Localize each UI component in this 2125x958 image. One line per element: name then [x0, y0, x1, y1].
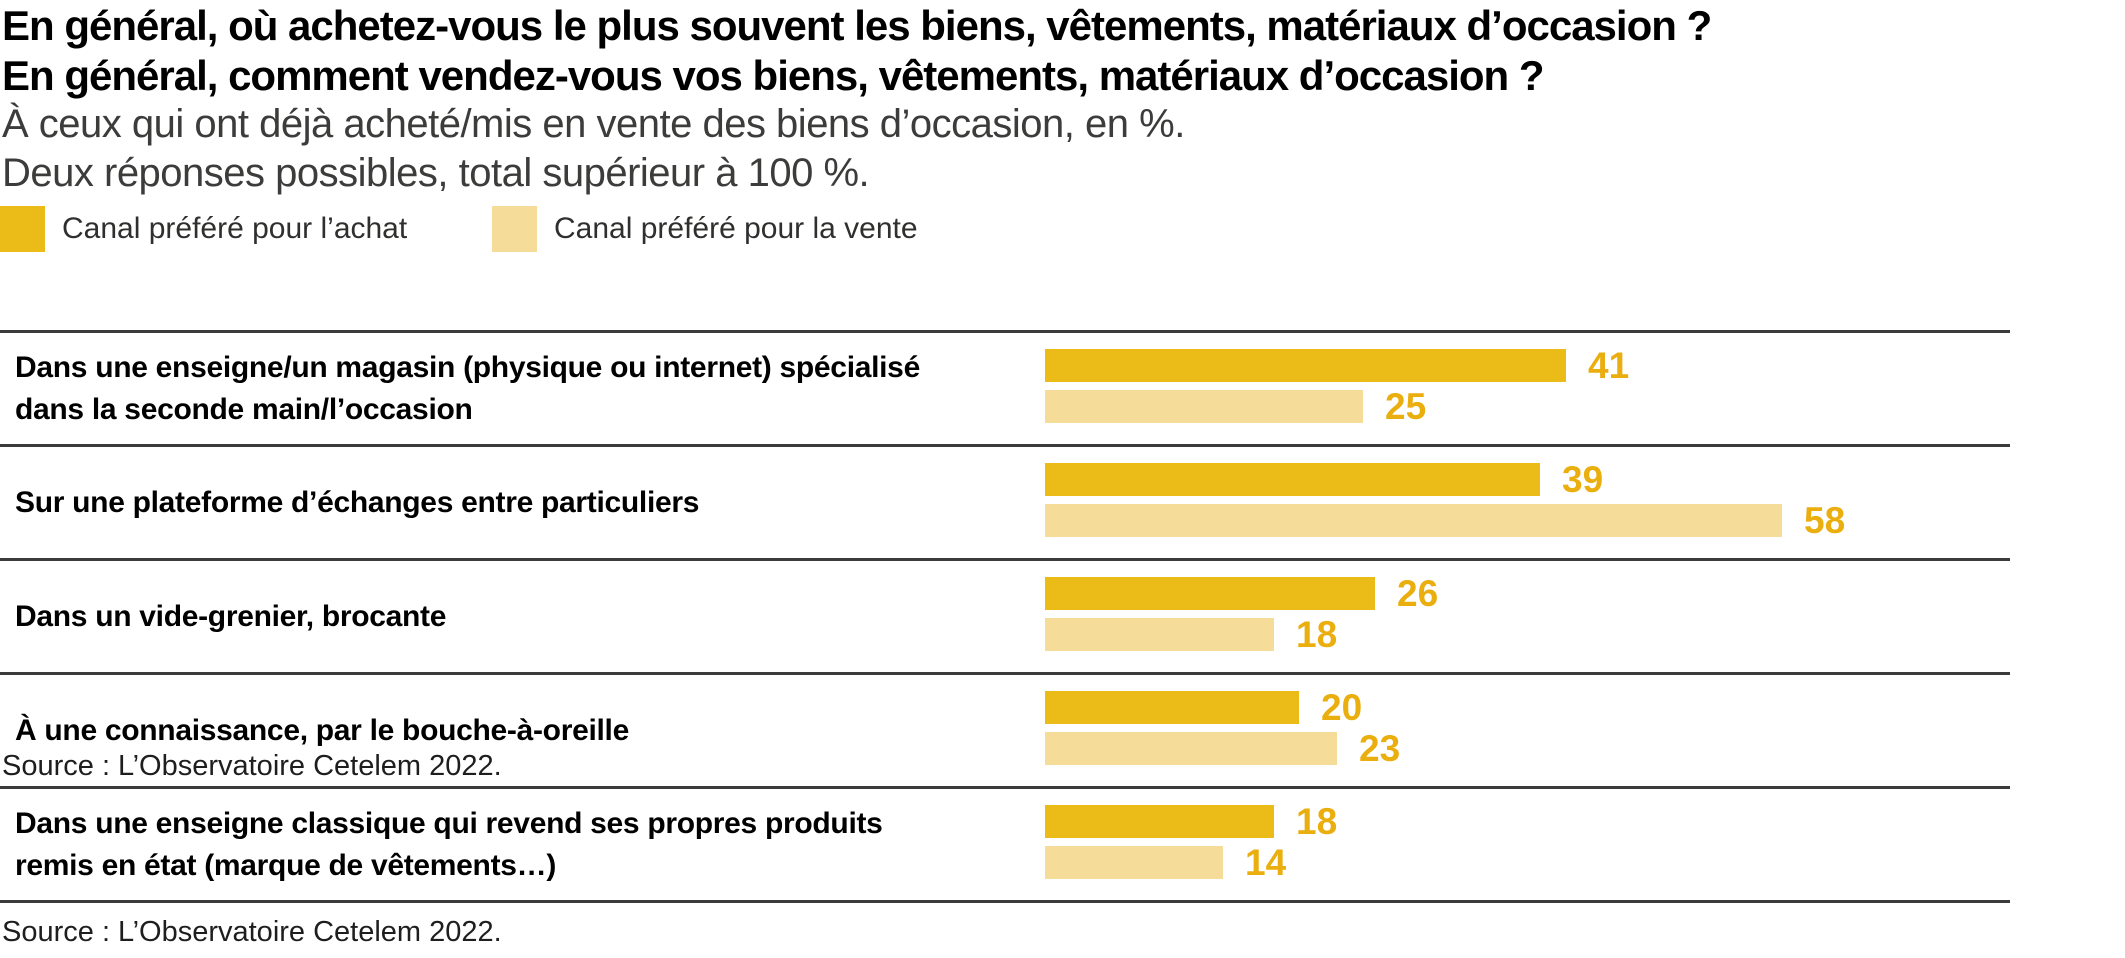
- legend-swatch-vente: [492, 206, 537, 252]
- value-label-achat: 39: [1562, 459, 1604, 500]
- chart-row: À une connaissance, par le bouche-à-orei…: [0, 672, 2010, 786]
- chart-subtitle-line1: À ceux qui ont déjà acheté/mis en vente …: [2, 102, 1185, 146]
- bar-achat: [1045, 463, 1540, 496]
- chart-title-line2: En général, comment vendez-vous vos bien…: [2, 52, 1545, 99]
- chart-row: Dans une enseigne classique qui revend s…: [0, 786, 2010, 900]
- value-label-vente: 18: [1296, 614, 1338, 655]
- bar-achat: [1045, 805, 1274, 838]
- value-label-vente: 58: [1804, 500, 1846, 541]
- bar-vente: [1045, 846, 1223, 879]
- legend-label-vente: Canal préféré pour la vente: [554, 212, 918, 245]
- bar-vente: [1045, 390, 1363, 423]
- row-label: Sur une plateforme d’échanges entre part…: [15, 485, 700, 519]
- chart-subtitle-line2: Deux réponses possibles, total supérieur…: [2, 151, 870, 195]
- chart-row: Sur une plateforme d’échanges entre part…: [0, 444, 2010, 558]
- bar-vente: [1045, 618, 1274, 651]
- legend-swatch-achat: [0, 206, 45, 252]
- legend-label-achat: Canal préféré pour l’achat: [62, 212, 408, 245]
- bar-achat: [1045, 691, 1299, 724]
- value-label-vente: 14: [1245, 842, 1287, 883]
- source-note-inline: Source : L’Observatoire Cetelem 2022.: [2, 750, 502, 782]
- value-label-achat: 18: [1296, 801, 1338, 842]
- chart-title-line1: En général, où achetez-vous le plus souv…: [2, 2, 1712, 49]
- value-label-achat: 41: [1588, 345, 1630, 386]
- value-label-achat: 20: [1321, 687, 1363, 728]
- row-label: À une connaissance, par le bouche-à-orei…: [15, 713, 629, 747]
- legend-item-vente: Canal préféré pour la vente: [492, 206, 918, 252]
- value-label-vente: 23: [1359, 728, 1401, 769]
- bottom-separator-line: [0, 900, 2010, 903]
- chart-row: Dans une enseigne/un magasin (physique o…: [0, 330, 2010, 444]
- legend-item-achat: Canal préféré pour l’achat: [0, 206, 407, 252]
- row-label: Dans un vide-grenier, brocante: [15, 599, 447, 633]
- bar-achat: [1045, 577, 1375, 610]
- row-label: Dans une enseigne classique qui revend s…: [15, 806, 883, 882]
- value-label-achat: 26: [1397, 573, 1439, 614]
- bar-vente: [1045, 504, 1782, 537]
- value-label-vente: 25: [1385, 386, 1427, 427]
- bar-achat: [1045, 349, 1566, 382]
- row-label: Dans une enseigne/un magasin (physique o…: [15, 350, 920, 426]
- bar-vente: [1045, 732, 1337, 765]
- source-note-footer: Source : L’Observatoire Cetelem 2022.: [2, 916, 502, 948]
- chart-row: Dans un vide-grenier, brocante 26 18: [0, 558, 2010, 672]
